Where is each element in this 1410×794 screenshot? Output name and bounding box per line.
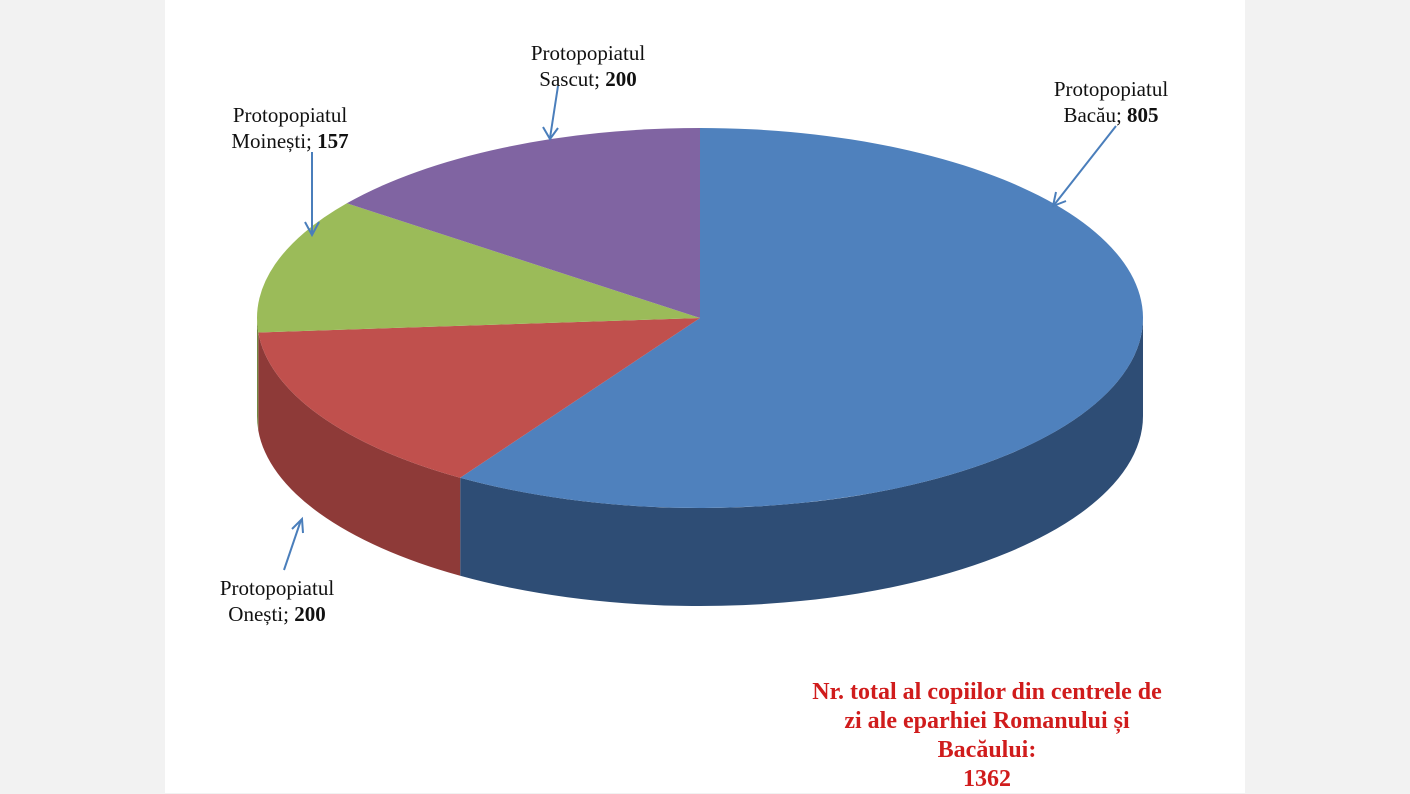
arrow <box>1053 125 1117 206</box>
slice-side <box>257 318 259 431</box>
data-label: Protopopiatul Bacău; 805 <box>1031 76 1191 128</box>
slice <box>257 203 700 431</box>
arrow-head <box>542 126 559 141</box>
slice <box>460 128 1144 606</box>
arrow-head <box>291 516 304 534</box>
slice-top <box>257 203 700 333</box>
data-label: Protopopiatul Onești; 200 <box>197 575 357 627</box>
arrows <box>283 85 1117 571</box>
slice <box>258 318 700 576</box>
label-name: Protopopiatul Bacău; <box>1053 77 1169 127</box>
annotation-total: 1362 <box>963 766 1011 792</box>
label-value: 805 <box>1127 103 1159 127</box>
arrow <box>549 85 559 139</box>
label-name: Protopopiatul Sascut; <box>530 41 646 91</box>
label-value: 157 <box>317 129 349 153</box>
slice-side <box>258 332 461 576</box>
data-label: Protopopiatul Moinești; 157 <box>210 102 370 154</box>
slice-top <box>346 128 700 318</box>
slice <box>346 128 700 318</box>
annotation-text: Nr. total al copiilor din centrele de zi… <box>812 679 1162 763</box>
annotation: Nr. total al copiilor din centrele de zi… <box>812 678 1162 794</box>
label-value: 200 <box>294 602 326 626</box>
slice-top <box>258 318 700 478</box>
label-name: Protopopiatul Moinești; <box>231 103 348 153</box>
slice-side <box>460 318 1144 606</box>
slice-top <box>460 128 1143 508</box>
data-label: Protopopiatul Sascut; 200 <box>508 40 668 92</box>
label-value: 200 <box>605 67 637 91</box>
arrow-head <box>1051 191 1067 208</box>
arrow-head <box>304 221 320 238</box>
label-name: Protopopiatul Onești; <box>219 576 335 626</box>
arrow <box>283 519 302 571</box>
